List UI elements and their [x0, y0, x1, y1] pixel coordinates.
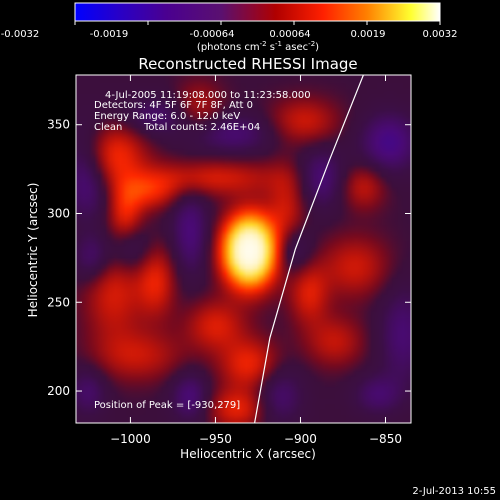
y-tick-label: 350	[47, 118, 70, 132]
x-axis-label: Heliocentric X (arcsec)	[180, 447, 316, 461]
x-axis-ticks: −1000 −950 −900 −850	[110, 75, 402, 446]
y-axis-label: Heliocentric Y (arcsec)	[26, 183, 40, 318]
annotation-total-counts: Total counts: 2.46E+04	[143, 122, 260, 133]
annotation-clean: Clean	[94, 122, 122, 133]
colorbar-tick-label: 0.0019	[351, 29, 386, 40]
annotation-time-range: 4-Jul-2005 11:19:08.000 to 11:23:58.000	[105, 90, 311, 101]
colorbar-tick-label: 0.00064	[269, 29, 310, 40]
x-tick-label: −950	[199, 432, 232, 446]
heatmap-image	[76, 75, 411, 423]
colorbar: -0.0032 -0.0019 -0.00064 0.00064 0.0019 …	[1, 2, 458, 53]
solar-limb-curve	[254, 75, 364, 423]
colorbar-tick-label: 0.0032	[423, 29, 458, 40]
plot-frame	[75, 74, 412, 424]
colorbar-tick-label: -0.0032	[1, 29, 40, 40]
colorbar-unit-label: (photons cm-2 s-1 asec-2)	[197, 40, 319, 53]
x-tick-label: −1000	[110, 432, 151, 446]
colorbar-ticks	[74, 21, 441, 25]
y-tick-label: 200	[47, 384, 70, 398]
annotation-energy: Energy Range: 6.0 - 12.0 keV	[94, 111, 240, 122]
y-tick-label: 300	[47, 206, 70, 220]
annotation-detectors: Detectors: 4F 5F 6F 7F 8F, Att 0	[94, 100, 253, 111]
footer-date: 2-Jul-2013 10:55	[412, 486, 496, 497]
annotation-peak-position: Position of Peak = [-930,279]	[94, 400, 240, 411]
chart-title: Reconstructed RHESSI Image	[138, 55, 357, 73]
colorbar-tick-label: -0.0019	[90, 29, 129, 40]
colorbar-tick-label: -0.00064	[190, 29, 235, 40]
x-tick-label: −850	[369, 432, 402, 446]
x-tick-label: −900	[284, 432, 317, 446]
y-tick-label: 250	[47, 295, 70, 309]
colorbar-gradient	[74, 2, 441, 22]
heatmap-area	[76, 75, 411, 423]
y-axis-ticks: 200 250 300 350	[47, 118, 411, 398]
